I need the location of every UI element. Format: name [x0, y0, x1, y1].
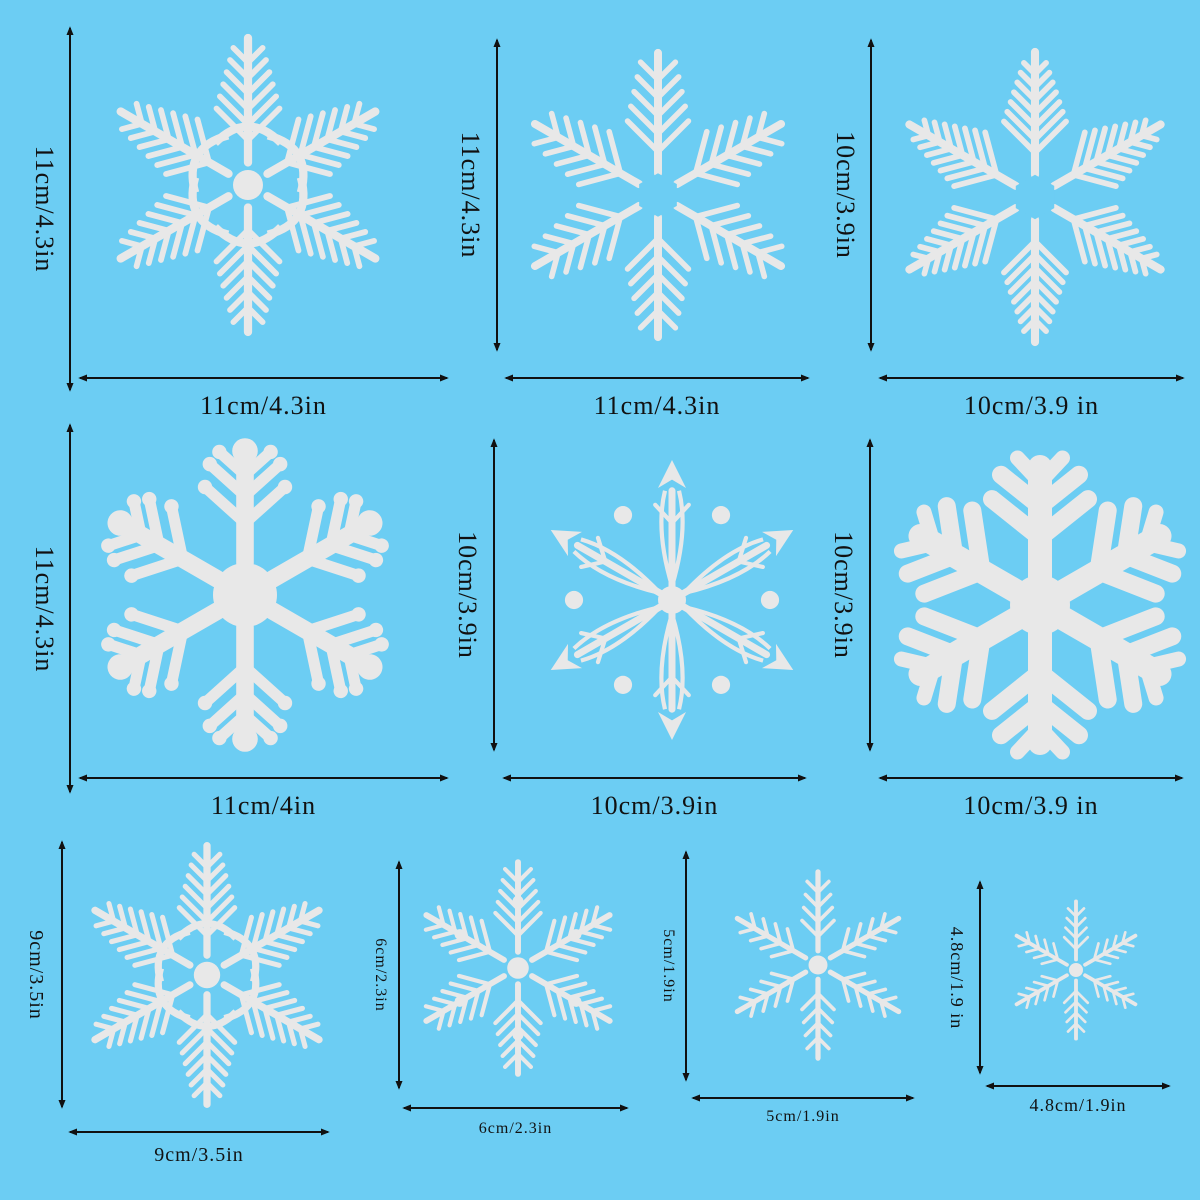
flake-8-height-label: 6cm/2.3in	[372, 938, 389, 1012]
flake-4-height-label: 11cm/4.3in	[30, 545, 59, 672]
flake-2-snowflake	[530, 48, 786, 342]
flake-8-width-label: 6cm/2.3in	[478, 1120, 553, 1138]
flake-4-width-label: 11cm/4in	[210, 790, 317, 820]
flake-10-width-label: 4.8cm/1.9in	[1029, 1095, 1127, 1116]
flake-2-width-label: 11cm/4.3in	[593, 390, 721, 420]
flake-1-height-label: 11cm/4.3in	[30, 145, 59, 273]
flake-10-snowflake	[1014, 899, 1138, 1041]
flake-9-snowflake	[734, 869, 902, 1061]
flake-10-height-label: 4.8cm/1.9 in	[947, 926, 967, 1029]
flake-5-width-label: 10cm/3.9in	[590, 790, 719, 820]
flake-5-height-label: 10cm/3.9in	[453, 531, 482, 659]
flake-9-width-label: 5cm/1.9in	[766, 1108, 840, 1126]
flake-1-snowflake	[116, 33, 380, 337]
flake-7-snowflake	[91, 842, 323, 1108]
flake-5-snowflake	[550, 460, 794, 740]
flake-3-height-label: 10cm/3.9in	[831, 131, 860, 259]
flake-9-height-label: 5cm/1.9in	[660, 929, 677, 1003]
flake-6-snowflake	[893, 450, 1187, 760]
flake-3-width-label: 10cm/3.9 in	[963, 390, 1100, 420]
flake-7-width-label: 9cm/3.5in	[154, 1144, 244, 1166]
flake-2-height-label: 11cm/4.3in	[456, 131, 485, 259]
flake-7-height-label: 9cm/3.5in	[25, 929, 47, 1020]
flake-1-width-label: 11cm/4.3in	[200, 390, 327, 420]
flake-3-snowflake	[905, 47, 1165, 347]
flake-8-snowflake	[423, 859, 613, 1077]
flake-6-width-label: 10cm/3.9 in	[963, 790, 1099, 820]
flake-6-height-label: 10cm/3.9in	[829, 531, 858, 659]
flake-4-snowflake	[101, 438, 389, 752]
